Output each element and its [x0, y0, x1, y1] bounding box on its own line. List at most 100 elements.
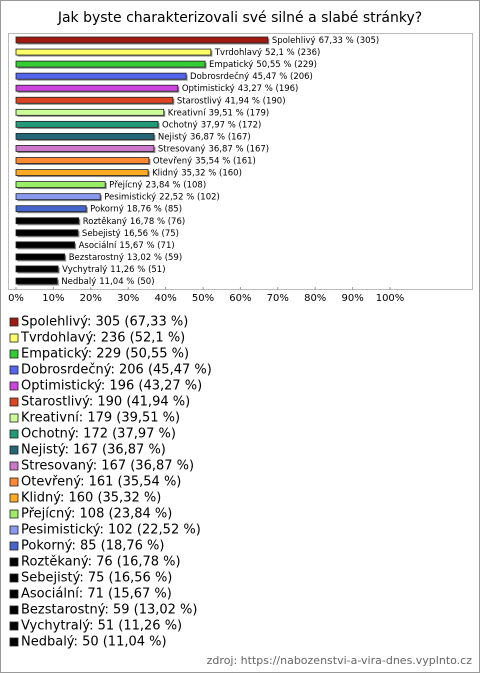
bar-value-label: 67,33 % (305): [319, 36, 380, 46]
x-tick-label: 0%: [8, 293, 24, 304]
legend-swatch: [9, 605, 19, 615]
legend-entry: Nejistý: 167 (36,87 %): [21, 443, 166, 458]
legend-entry: Přejícný: 108 (23,84 %): [21, 507, 172, 522]
bar-label-category: Pesimistický: [104, 192, 156, 202]
bar-label: Otevřený 35,54 % (161): [153, 156, 256, 166]
bar-label-category: Přejícný: [109, 180, 142, 190]
bar-label: Spolehlivý 67,33 % (305): [272, 36, 379, 46]
bar-label-category: Pokorný: [90, 204, 124, 214]
bar-label: Pesimistický 22,52 % (102): [104, 192, 220, 202]
bar: [15, 145, 155, 152]
source: zdroj: https://nabozenstvi-a-vira-dnes.v…: [207, 654, 473, 667]
bar-label-category: Kreativní: [168, 108, 206, 118]
bar-label: Sebejistý 16,56 % (75): [82, 228, 179, 238]
bar: [15, 108, 165, 116]
bar-label: Ochotný 37,97 % (172): [162, 120, 261, 130]
bar: [15, 60, 206, 68]
bar: [15, 132, 155, 140]
bar: [15, 169, 149, 176]
bar-value-label: 23,84 % (108): [145, 180, 206, 190]
bar-value-label: 50,55 % (229): [256, 60, 317, 70]
legend-entry: Spolehlivý: 305 (67,33 %): [21, 315, 188, 330]
bar-label: Přejícný 23,84 % (108): [109, 180, 206, 190]
bar-label-category: Bezstarostný: [69, 252, 124, 262]
bar-label: Klidný 35,32 % (160): [152, 168, 242, 178]
legend-entry: Starostlivý: 190 (41,94 %): [21, 395, 190, 410]
bar-label: Pokorný 18,76 % (85): [90, 204, 182, 214]
bar-label: Roztěkaný 16,78 % (76): [83, 216, 185, 226]
bar-label-category: Asociální: [79, 240, 117, 250]
legend-entry: Vychytralý: 51 (11,26 %): [21, 619, 182, 634]
bar: [15, 96, 174, 104]
x-tick-label: 30%: [117, 293, 139, 304]
bar-value-label: 45,47 % (206): [252, 72, 313, 82]
bar: [15, 36, 269, 44]
bar-label-category: Sebejistý: [82, 228, 121, 238]
bar-label-category: Ochotný: [162, 120, 198, 130]
bar-value-label: 36,87 % (167): [208, 144, 269, 154]
legend-entry: Tvrdohlavý: 236 (52,1 %): [20, 331, 185, 346]
legend-swatch: [9, 589, 19, 599]
legend-swatch: [9, 541, 19, 551]
legend-swatch: [9, 637, 19, 647]
bar-label-category: Starostlivý: [177, 96, 222, 106]
bar: [15, 253, 66, 261]
bar-label-category: Nejistý: [158, 132, 187, 142]
x-tick-label: 10%: [42, 293, 64, 304]
legend-swatch: [9, 509, 19, 519]
legend-swatch: [9, 381, 19, 391]
bar-label: Tvrdohlavý 52,1 % (236): [214, 48, 320, 58]
bar: [15, 120, 159, 128]
legend-entry: Kreativní: 179 (39,51 %): [21, 411, 180, 426]
bar-value-label: 16,56 % (75): [124, 228, 179, 238]
bar-label-category: Dobrosrdečný: [190, 71, 249, 82]
bar-value-label: 16,78 % (76): [130, 216, 185, 226]
legend-swatch: [9, 413, 19, 423]
bar: [15, 217, 80, 225]
bar: [15, 157, 150, 164]
legend-entry: Sebejistý: 75 (16,56 %): [21, 571, 172, 586]
bar-value-label: 52,1 % (236): [265, 48, 320, 58]
x-tick-label: 80%: [304, 293, 326, 304]
x-tick-label: 70%: [267, 293, 289, 304]
bar-value-label: 15,67 % (71): [119, 240, 174, 250]
legend-swatch: [9, 349, 19, 359]
bar: [15, 193, 101, 201]
legend-swatch: [9, 573, 19, 583]
bar-value-label: 22,52 % (102): [159, 192, 220, 202]
bar: [15, 277, 58, 285]
bar-value-label: 13,02 % (59): [127, 252, 182, 262]
x-tick-label: 40%: [154, 293, 176, 304]
legend-entry: Stresovaný: 167 (36,87 %): [21, 459, 194, 474]
bar-label-category: Empatický: [209, 60, 253, 70]
bar-label: Vychytralý 11,26 % (51): [62, 264, 165, 274]
bar-label: Dobrosrdečný 45,47 % (206): [190, 71, 313, 82]
x-tick-label: 20%: [80, 293, 102, 304]
legend-entry: Dobrosrdečný: 206 (45,47 %): [21, 363, 212, 378]
legend-entry: Otevřený: 161 (35,54 %): [21, 475, 181, 490]
x-tick-label: 60%: [229, 293, 251, 304]
legend-entry: Bezstarostný: 59 (13,02 %): [21, 603, 197, 618]
legend-swatch: [9, 397, 19, 407]
bar-value-label: 18,76 % (85): [127, 204, 182, 214]
legend-swatch: [9, 317, 19, 327]
bar-label: Nejistý 36,87 % (167): [158, 132, 251, 142]
bar-label-category: Klidný: [152, 168, 178, 178]
legend-entry: Empatický: 229 (50,55 %): [21, 347, 189, 362]
bar-value-label: 11,26 % (51): [110, 264, 165, 274]
bar-label: Starostlivý 41,94 % (190): [177, 96, 286, 106]
bar-value-label: 43,27 % (196): [238, 84, 299, 94]
x-tick-label: 100%: [376, 293, 405, 304]
legend-swatch: [9, 333, 19, 343]
bar: [15, 205, 87, 213]
bar-label: Empatický 50,55 % (229): [209, 60, 317, 70]
legend-swatch: [9, 477, 19, 487]
legend-entry: Roztěkaný: 76 (16,78 %): [21, 555, 181, 570]
bar: [15, 229, 79, 237]
chart-title: Jak byste charakterizovali své silné a s…: [57, 10, 422, 26]
bar-label-category: Stresovaný: [158, 144, 206, 154]
legend-swatch: [9, 445, 19, 455]
x-tick-label: 90%: [341, 293, 363, 304]
bar-label: Optimistický 43,27 % (196): [182, 84, 299, 94]
